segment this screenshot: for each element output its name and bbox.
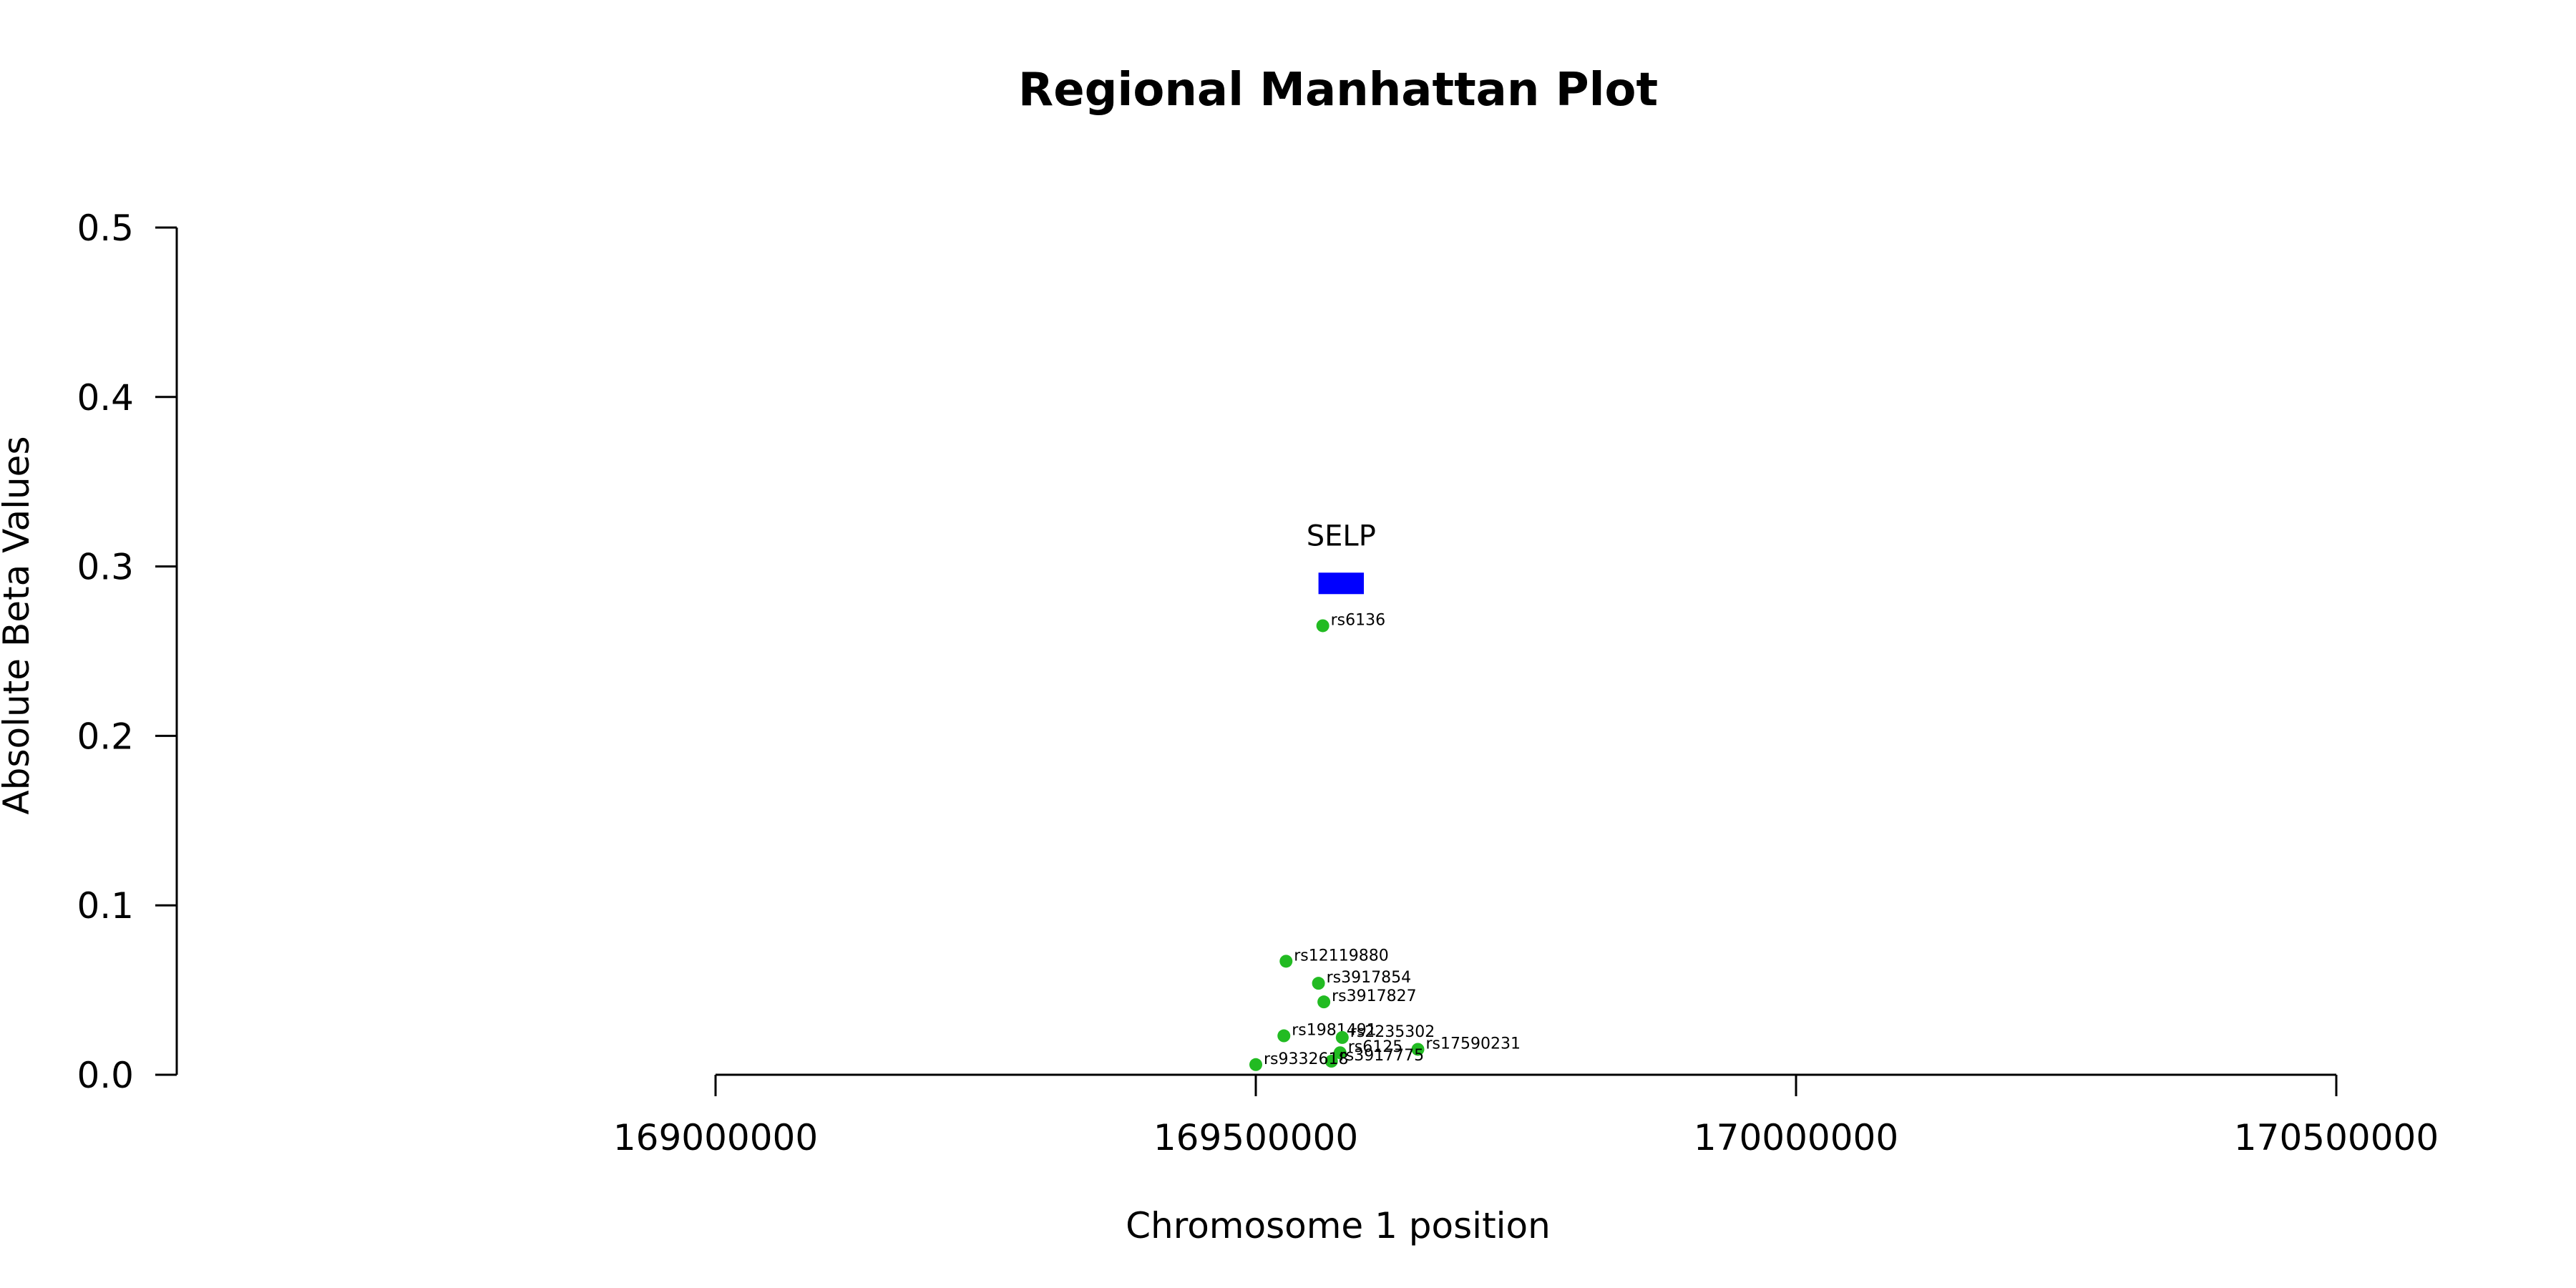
x-tick-label: 169500000 [1153, 1117, 1358, 1158]
y-tick-label: 0.2 [77, 716, 134, 757]
snp-point [1316, 619, 1330, 633]
snp-point [1335, 1030, 1349, 1044]
y-axis-label: Absolute Beta Values [0, 436, 37, 815]
y-tick-label: 0.3 [77, 547, 134, 588]
x-axis-ticks: 169000000 169500000 170000000 170500000 [613, 1075, 2439, 1158]
snp-point [1411, 1043, 1425, 1056]
snp-label: rs12119880 [1294, 947, 1388, 965]
snp-label: rs1981491 [1292, 1022, 1377, 1040]
y-axis-ticks: 0.0 0.1 0.2 0.3 0.4 0.5 [77, 208, 177, 1096]
snp-point [1324, 1055, 1338, 1068]
x-tick-label: 170000000 [1694, 1117, 1898, 1158]
x-tick-label: 169000000 [613, 1117, 818, 1158]
snp-point [1277, 1029, 1291, 1043]
snp-label: rs3917827 [1332, 987, 1417, 1005]
snp-label: rs6136 [1331, 611, 1386, 629]
snp-point [1279, 955, 1293, 968]
x-tick-label: 170500000 [2234, 1117, 2439, 1158]
snp-point [1312, 977, 1325, 990]
snp-label: rs9332618 [1264, 1050, 1349, 1068]
y-tick-label: 0.5 [77, 208, 134, 249]
gene-label: SELP [1307, 519, 1376, 552]
y-tick-label: 0.4 [77, 377, 134, 419]
snp-point [1333, 1046, 1347, 1060]
chart-title: Regional Manhattan Plot [1018, 64, 1658, 117]
y-tick-label: 0.1 [77, 885, 134, 927]
x-axis-label: Chromosome 1 position [1126, 1205, 1551, 1246]
snp-label: rs3917775 [1340, 1047, 1425, 1065]
gene-block [1318, 572, 1364, 595]
y-tick-label: 0.0 [77, 1055, 134, 1096]
snp-point [1317, 995, 1331, 1009]
snp-point [1249, 1058, 1262, 1071]
snp-label: rs3917854 [1327, 969, 1412, 987]
gene-track: SELP [1307, 519, 1376, 595]
snp-label: rs6125 [1348, 1038, 1403, 1056]
snp-label: rs17590231 [1426, 1035, 1521, 1053]
snp-label: rs2235302 [1350, 1023, 1435, 1041]
